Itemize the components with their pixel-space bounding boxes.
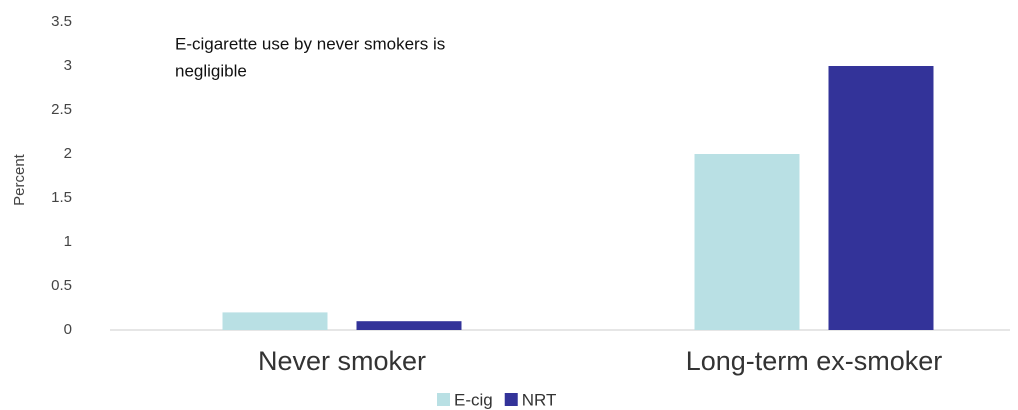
y-tick-label: 1 (64, 233, 72, 250)
y-tick-label: 1.5 (51, 189, 72, 206)
y-tick-label: 3.5 (51, 13, 72, 30)
y-tick-label: 2.5 (51, 101, 72, 118)
legend-swatch (437, 393, 450, 406)
y-tick-label: 3 (64, 57, 72, 74)
annotation: E-cigarette use by never smokers is (175, 34, 445, 53)
x-tick-label: Never smoker (258, 346, 426, 376)
bar (356, 321, 462, 330)
bar (222, 312, 328, 330)
legend-label: E-cig (454, 390, 493, 409)
y-tick-label: 0 (64, 321, 72, 338)
y-axis-label: Percent (11, 153, 28, 206)
bar (828, 66, 934, 330)
y-tick-label: 0.5 (51, 277, 72, 294)
legend-swatch (504, 393, 518, 406)
y-tick-label: 2 (64, 145, 72, 162)
annotation: negligible (175, 61, 247, 80)
x-tick-label: Long-term ex-smoker (686, 346, 943, 376)
legend-label: NRT (522, 390, 557, 409)
bar (694, 154, 800, 330)
